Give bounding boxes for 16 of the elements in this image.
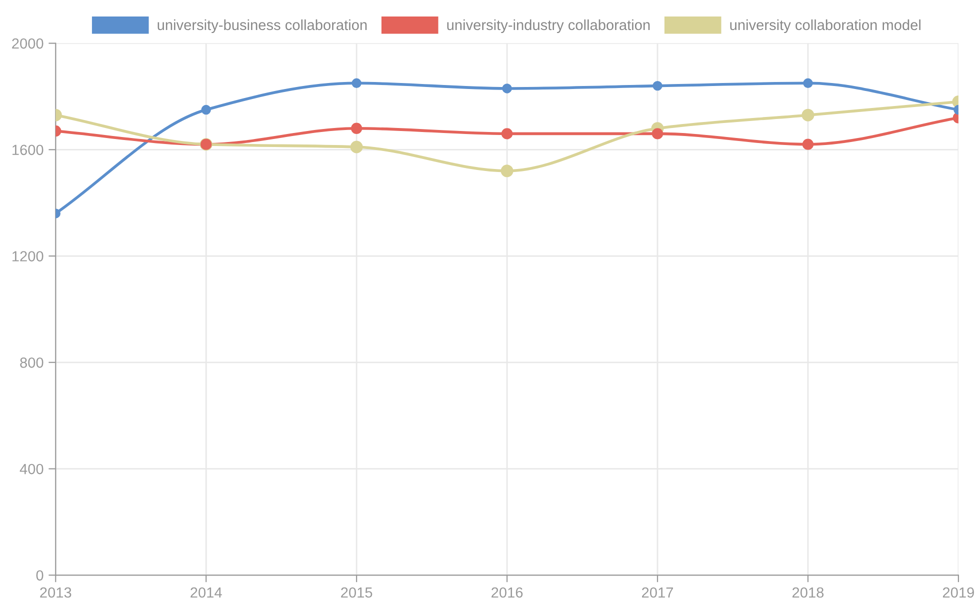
legend-label: university-industry collaboration (447, 19, 650, 34)
y-tick-label: 800 (20, 358, 44, 368)
legend-label: university-business collaboration (158, 19, 367, 34)
y-tick-label: 400 (20, 464, 44, 474)
x-tick-label: 2017 (642, 587, 673, 598)
y-tick-label: 2000 (12, 38, 44, 49)
legend-label: university collaboration model (730, 19, 920, 34)
x-tick-label: 2015 (341, 587, 372, 598)
x-tick-label: 2014 (190, 587, 222, 598)
x-tick-label: 2018 (792, 587, 824, 598)
y-tick-label: 1600 (12, 144, 44, 156)
y-tick-label: 1200 (12, 251, 44, 262)
y-tick-label: 0 (36, 570, 44, 581)
x-tick-label: 2016 (492, 587, 523, 598)
x-tick-label: 2019 (942, 587, 974, 598)
x-tick-label: 2013 (40, 587, 72, 598)
